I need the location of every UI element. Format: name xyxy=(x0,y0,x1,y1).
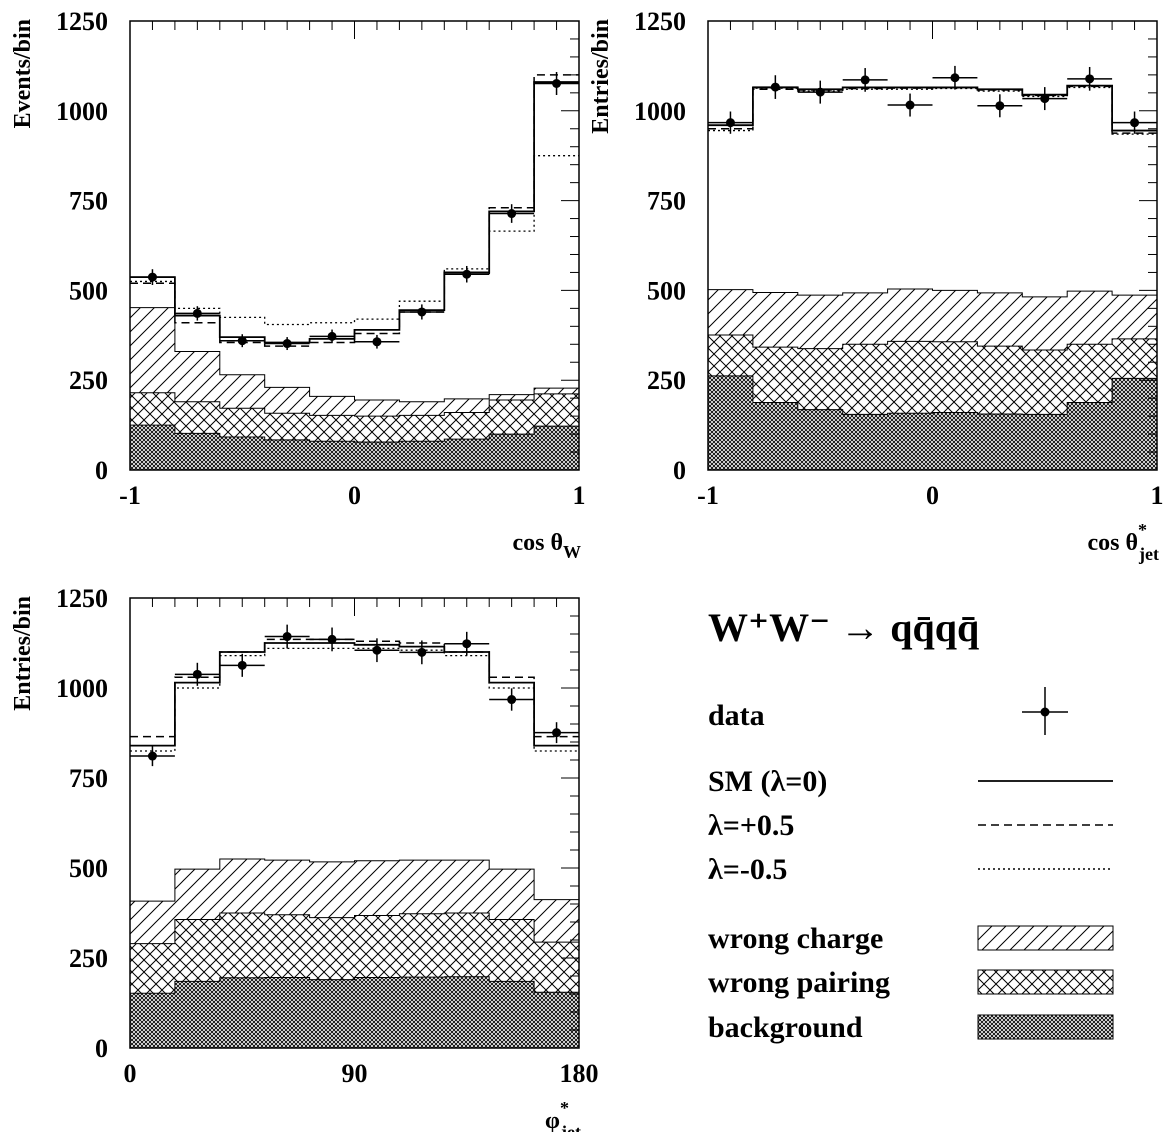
data-point xyxy=(399,304,445,320)
y-axis-label: Events/bin xyxy=(10,19,36,128)
data-point xyxy=(489,204,535,223)
curve-sm xyxy=(130,81,579,344)
data-point xyxy=(797,80,843,104)
legend-label: λ=-0.5 xyxy=(708,853,787,886)
y-tick-label: 0 xyxy=(673,456,686,485)
y-tick-label: 500 xyxy=(69,854,108,883)
legend: W⁺W⁻ → qq̄qq̄ data SM (λ=0) λ=+0.5 λ=-0.5 wr… xyxy=(708,605,1114,1044)
data-point xyxy=(444,631,490,656)
data-point xyxy=(264,337,310,351)
curve-lambda-minus xyxy=(130,647,579,752)
x-tick-label: 90 xyxy=(342,1059,368,1088)
y-tick-label: 0 xyxy=(95,1034,108,1063)
y-tick-label: 750 xyxy=(69,764,108,793)
data-point xyxy=(174,662,220,686)
data-point xyxy=(399,640,445,665)
y-tick-label: 250 xyxy=(647,366,686,395)
data-point xyxy=(130,745,175,767)
y-tick-label: 750 xyxy=(647,187,686,216)
data-point xyxy=(130,269,175,286)
stack-background xyxy=(129,424,580,471)
legend-entry: data xyxy=(708,687,1068,735)
x-tick-label: 0 xyxy=(926,481,939,510)
x-tick-label: -1 xyxy=(119,481,141,510)
curve-lambda-minus xyxy=(130,155,579,326)
legend-fill-swatch xyxy=(977,925,1114,951)
stack-background xyxy=(129,976,580,1049)
x-tick-label: -1 xyxy=(697,481,719,510)
legend-entry: background xyxy=(708,1011,1114,1044)
legend-label: data xyxy=(708,699,765,732)
data-point xyxy=(309,329,355,344)
x-tick-label: 180 xyxy=(560,1059,599,1088)
data-point xyxy=(354,638,400,663)
panel-phi-jet: 0 250 500 750 1000 1250 0 90 180 Entries/bin φ* jet xyxy=(10,584,599,1132)
data-point xyxy=(887,93,933,117)
legend-entry: λ=+0.5 xyxy=(708,809,1113,842)
data-point xyxy=(309,627,355,652)
data-point xyxy=(977,94,1023,118)
y-tick-label: 1000 xyxy=(56,97,108,126)
y-tick-label: 250 xyxy=(69,366,108,395)
data-point xyxy=(1022,87,1068,111)
x-tick-label: 0 xyxy=(124,1059,137,1088)
legend-label: wrong pairing xyxy=(708,966,890,999)
legend-fill-swatch xyxy=(977,969,1114,995)
stack-background xyxy=(707,375,1158,471)
y-axis-label: Entries/bin xyxy=(10,596,36,711)
legend-entry: SM (λ=0) xyxy=(708,765,1113,798)
x-tick-label: 1 xyxy=(573,481,586,510)
data-point xyxy=(842,68,888,92)
data-point xyxy=(752,75,798,99)
y-tick-label: 500 xyxy=(647,276,686,305)
data-point xyxy=(1112,111,1157,134)
y-tick-label: 1000 xyxy=(634,97,686,126)
panel-cos-theta-jet: 0 250 500 750 1000 1250 -1 0 1 Entries/bin cos θ* j… xyxy=(588,7,1164,564)
legend-title: W⁺W⁻ → qq̄qq̄ xyxy=(708,605,979,650)
x-axis-label: cos θW xyxy=(512,530,581,562)
legend-data-marker xyxy=(1040,707,1050,717)
data-point xyxy=(174,306,220,321)
x-tick-label: 1 xyxy=(1151,481,1164,510)
y-tick-label: 1250 xyxy=(56,584,108,613)
data-point xyxy=(219,334,265,348)
y-tick-label: 750 xyxy=(69,187,108,216)
data-point xyxy=(1067,66,1113,91)
x-tick-label: 0 xyxy=(348,481,361,510)
data-point xyxy=(708,111,753,134)
data-point xyxy=(354,334,400,349)
data-point xyxy=(932,65,978,90)
data-point xyxy=(534,722,579,744)
y-tick-label: 1000 xyxy=(56,674,108,703)
y-tick-label: 0 xyxy=(95,456,108,485)
data-point xyxy=(219,653,265,677)
y-tick-label: 250 xyxy=(69,944,108,973)
legend-entry: wrong pairing xyxy=(708,966,1114,999)
data-point xyxy=(489,688,535,711)
legend-entry: wrong charge xyxy=(708,922,1114,955)
curve-sm xyxy=(130,642,579,747)
legend-label: λ=+0.5 xyxy=(708,809,794,842)
y-tick-label: 1250 xyxy=(634,7,686,36)
data-point xyxy=(534,72,579,95)
y-tick-label: 1250 xyxy=(56,7,108,36)
legend-label: wrong charge xyxy=(708,922,883,955)
legend-fill-swatch xyxy=(977,1014,1114,1040)
data-point xyxy=(264,624,310,649)
y-tick-label: 500 xyxy=(69,276,108,305)
x-axis-label: cos θ* jet xyxy=(1087,520,1159,564)
legend-label: SM (λ=0) xyxy=(708,765,827,798)
data-point xyxy=(444,265,490,283)
y-axis-label: Entries/bin xyxy=(588,19,614,134)
x-axis-label: φ* jet xyxy=(545,1098,581,1132)
panel-cos-theta-w: 0 250 500 750 1000 1250 -1 0 1 Events/bin cos θW xyxy=(10,7,586,562)
legend-entry: λ=-0.5 xyxy=(708,853,1113,886)
legend-label: background xyxy=(708,1011,863,1044)
